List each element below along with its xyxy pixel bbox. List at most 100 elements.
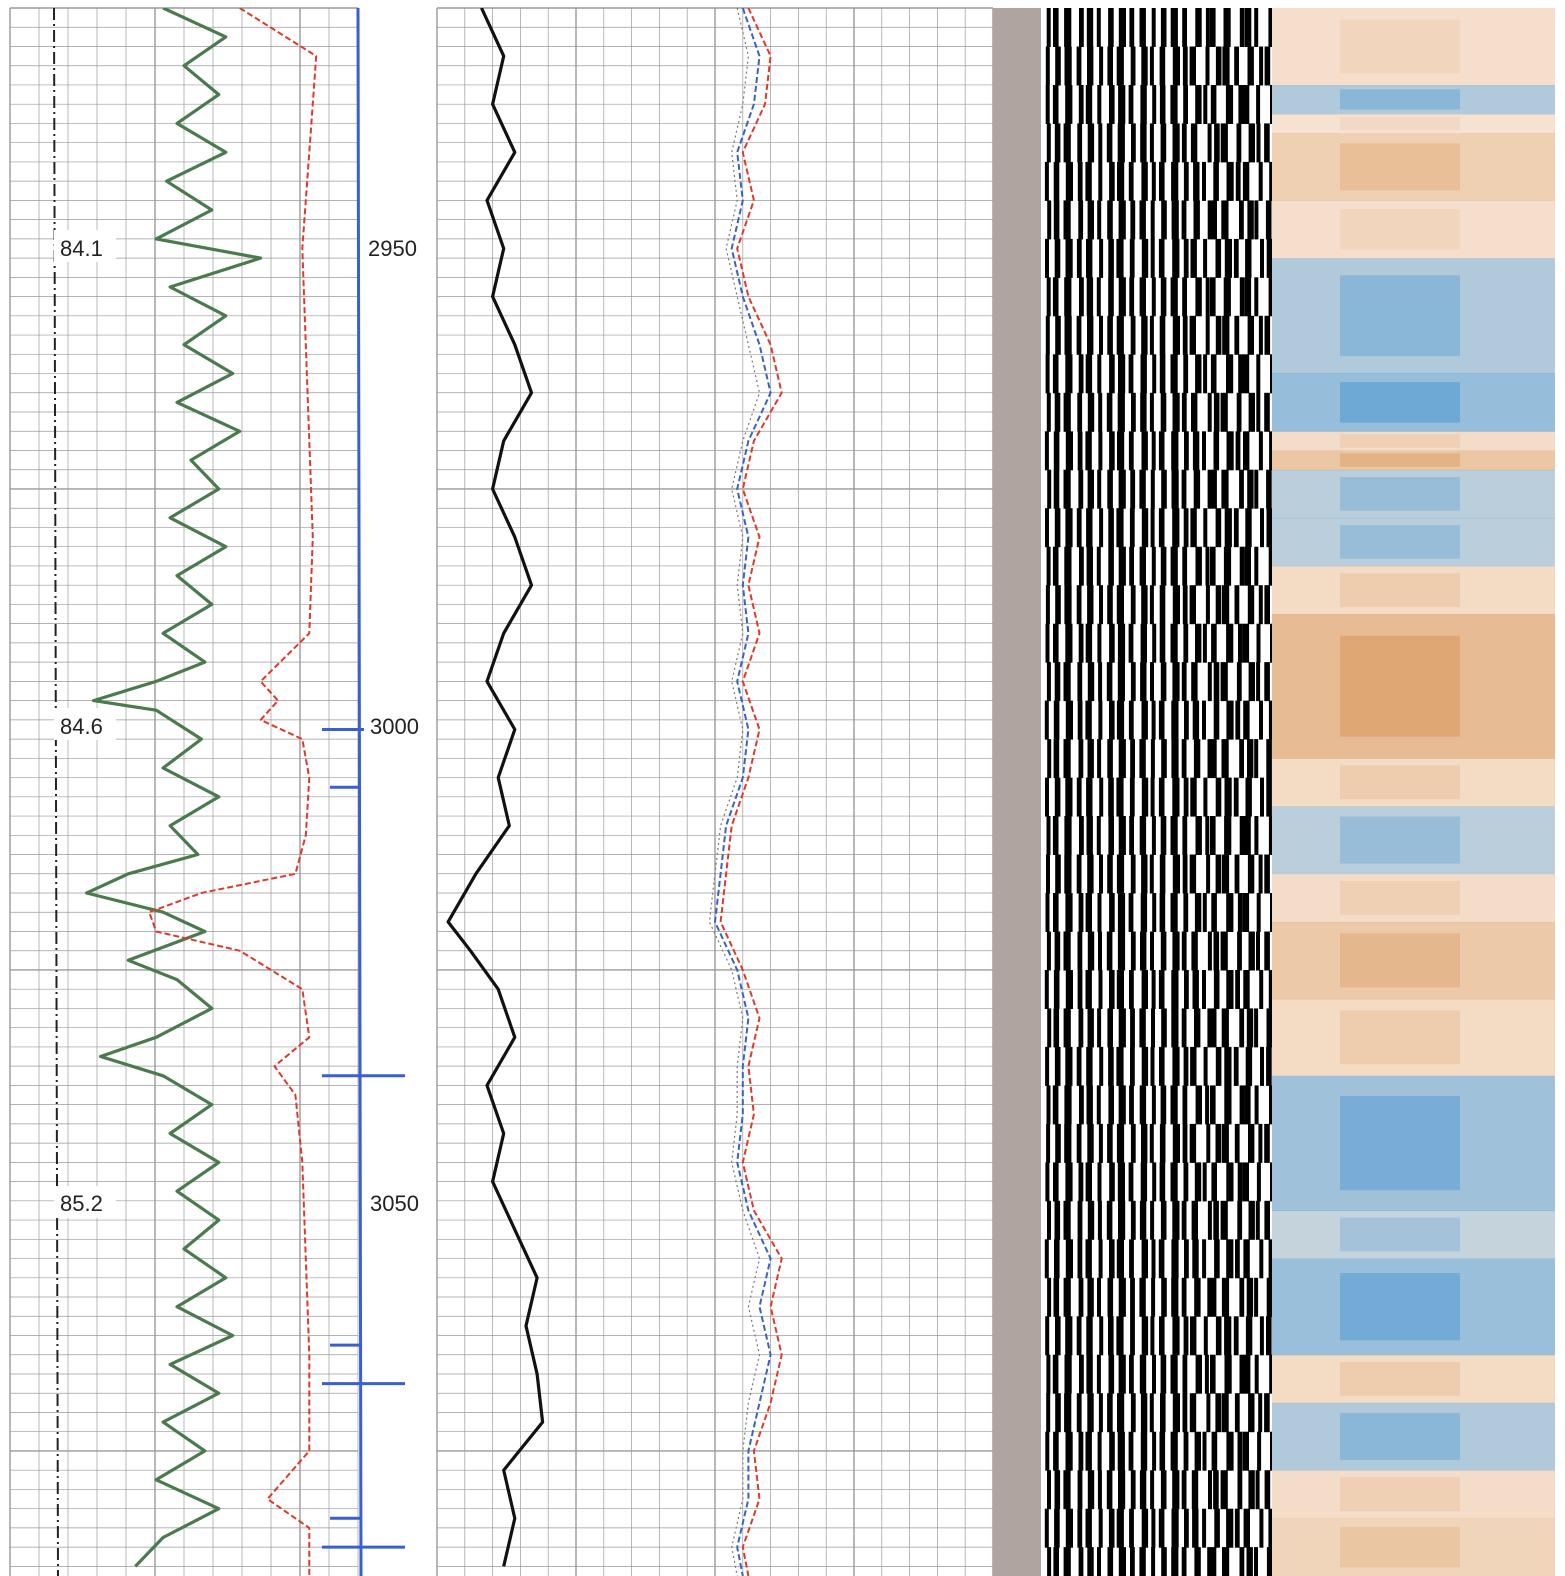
waveform-stripe — [1055, 1316, 1061, 1356]
waveform-stripe — [1076, 854, 1082, 894]
waveform-stripe — [1215, 1123, 1222, 1163]
waveform-stripe — [1078, 739, 1084, 779]
waveform-stripe — [1108, 816, 1114, 855]
waveform-stripe — [1152, 1431, 1157, 1471]
waveform-stripe — [1117, 123, 1125, 163]
waveform-stripe — [1221, 1277, 1230, 1317]
waveform-stripe — [1077, 700, 1083, 740]
waveform-stripe — [1254, 469, 1259, 509]
waveform-stripe — [1220, 1200, 1228, 1240]
waveform-stripe — [1141, 1316, 1149, 1356]
waveform-stripe — [1129, 8, 1135, 47]
waveform-stripe — [1118, 85, 1126, 124]
heatmap-band-core — [1340, 765, 1460, 800]
waveform-stripe — [1172, 238, 1180, 278]
waveform-stripe — [1077, 1470, 1083, 1510]
heatmap-band-core — [1340, 116, 1460, 131]
waveform-stripe — [1258, 161, 1263, 201]
waveform-stripe — [1172, 1316, 1180, 1356]
waveform-stripe — [1130, 1277, 1135, 1317]
waveform-stripe — [1266, 238, 1273, 278]
waveform-stripe — [1086, 816, 1093, 855]
waveform-stripe — [1172, 931, 1180, 971]
waveform-stripe — [1065, 1316, 1073, 1356]
waveform-stripe — [1226, 354, 1234, 394]
waveform-stripe — [1117, 931, 1126, 971]
waveform-stripe — [1205, 277, 1210, 317]
waveform-stripe — [1139, 200, 1146, 240]
heatmap-band — [1272, 200, 1555, 259]
waveform-stripe — [1139, 546, 1146, 586]
waveform-stripe — [1098, 1123, 1103, 1163]
waveform-stripe — [1151, 277, 1156, 317]
heatmap-band — [1272, 758, 1555, 807]
waveform-stripe — [1150, 238, 1155, 278]
waveform-stripe — [1065, 85, 1073, 124]
waveform-stripe — [1242, 1431, 1249, 1471]
heatmap-band-core — [1340, 1217, 1460, 1252]
waveform-stripe — [1045, 777, 1049, 817]
waveform-stripe — [1151, 431, 1156, 471]
depth-label-bg — [364, 1186, 430, 1218]
waveform-stripe — [1205, 546, 1210, 586]
waveform-stripe — [1065, 354, 1073, 394]
waveform-stripe — [1099, 46, 1104, 86]
heatmap-band — [1272, 373, 1555, 432]
waveform-stripe — [1139, 1008, 1146, 1048]
waveform-stripe — [1129, 508, 1135, 548]
waveform-stripe — [1116, 315, 1124, 355]
waveform-stripe — [1160, 392, 1167, 432]
waveform-stripe — [1129, 777, 1135, 817]
waveform-stripe — [1097, 1200, 1102, 1240]
waveform-stripe — [1238, 85, 1244, 124]
waveform-stripe — [1182, 277, 1187, 317]
waveform-stripe — [1086, 777, 1093, 817]
waveform-stripe — [1244, 816, 1251, 855]
waveform-stripe — [1063, 1008, 1071, 1048]
waveform-stripe — [1266, 777, 1272, 817]
waveform-stripe — [1047, 1547, 1052, 1576]
waveform-stripe — [1268, 8, 1274, 47]
heatmap-band — [1272, 258, 1555, 374]
waveform-stripe — [1264, 123, 1270, 163]
waveform-stripe — [1239, 8, 1245, 47]
waveform-stripe — [1247, 854, 1255, 894]
waveform-stripe — [1099, 508, 1104, 548]
waveform-stripe — [1264, 392, 1270, 432]
waveform-stripe — [1222, 1547, 1230, 1576]
waveform-stripe — [1076, 508, 1082, 548]
heatmap-band — [1272, 998, 1555, 1077]
waveform-stripe — [1202, 1239, 1207, 1279]
waveform-stripe — [1182, 315, 1188, 355]
heatmap-band — [1272, 450, 1555, 471]
waveform-stripe — [1130, 1393, 1136, 1433]
waveform-stripe — [1054, 1200, 1061, 1240]
waveform-stripe — [1248, 1200, 1255, 1240]
waveform-stripe — [1128, 354, 1134, 394]
waveform-stripe — [1107, 1277, 1114, 1317]
waveform-stripe — [1117, 623, 1126, 663]
waveform-stripe — [1108, 1046, 1114, 1086]
waveform-stripe — [1158, 777, 1165, 817]
waveform-stripe — [1161, 1547, 1167, 1576]
waveform-stripe — [1130, 854, 1136, 894]
waveform-stripe — [1207, 1200, 1212, 1240]
waveform-stripe — [1239, 200, 1244, 240]
waveform-stripe — [1099, 1316, 1104, 1356]
waveform-stripe — [1268, 277, 1275, 317]
waveform-stripe — [1171, 1239, 1179, 1279]
waveform-stripe — [1097, 1547, 1101, 1576]
waveform-stripe — [1269, 1085, 1275, 1125]
waveform-stripe — [1139, 469, 1146, 509]
waveform-stripe — [1264, 1393, 1270, 1433]
waveform-stripe — [1141, 1046, 1149, 1086]
waveform-stripe — [1064, 1354, 1072, 1394]
heatmap-band-core — [1340, 1273, 1460, 1341]
waveform-stripe — [1203, 777, 1208, 817]
waveform-stripe — [1195, 354, 1202, 394]
waveform-stripe — [1247, 739, 1254, 779]
waveform-stripe — [1087, 1393, 1094, 1433]
waveform-stripe — [1184, 431, 1189, 471]
waveform-stripe — [1045, 238, 1049, 278]
waveform-stripe — [1139, 816, 1147, 855]
